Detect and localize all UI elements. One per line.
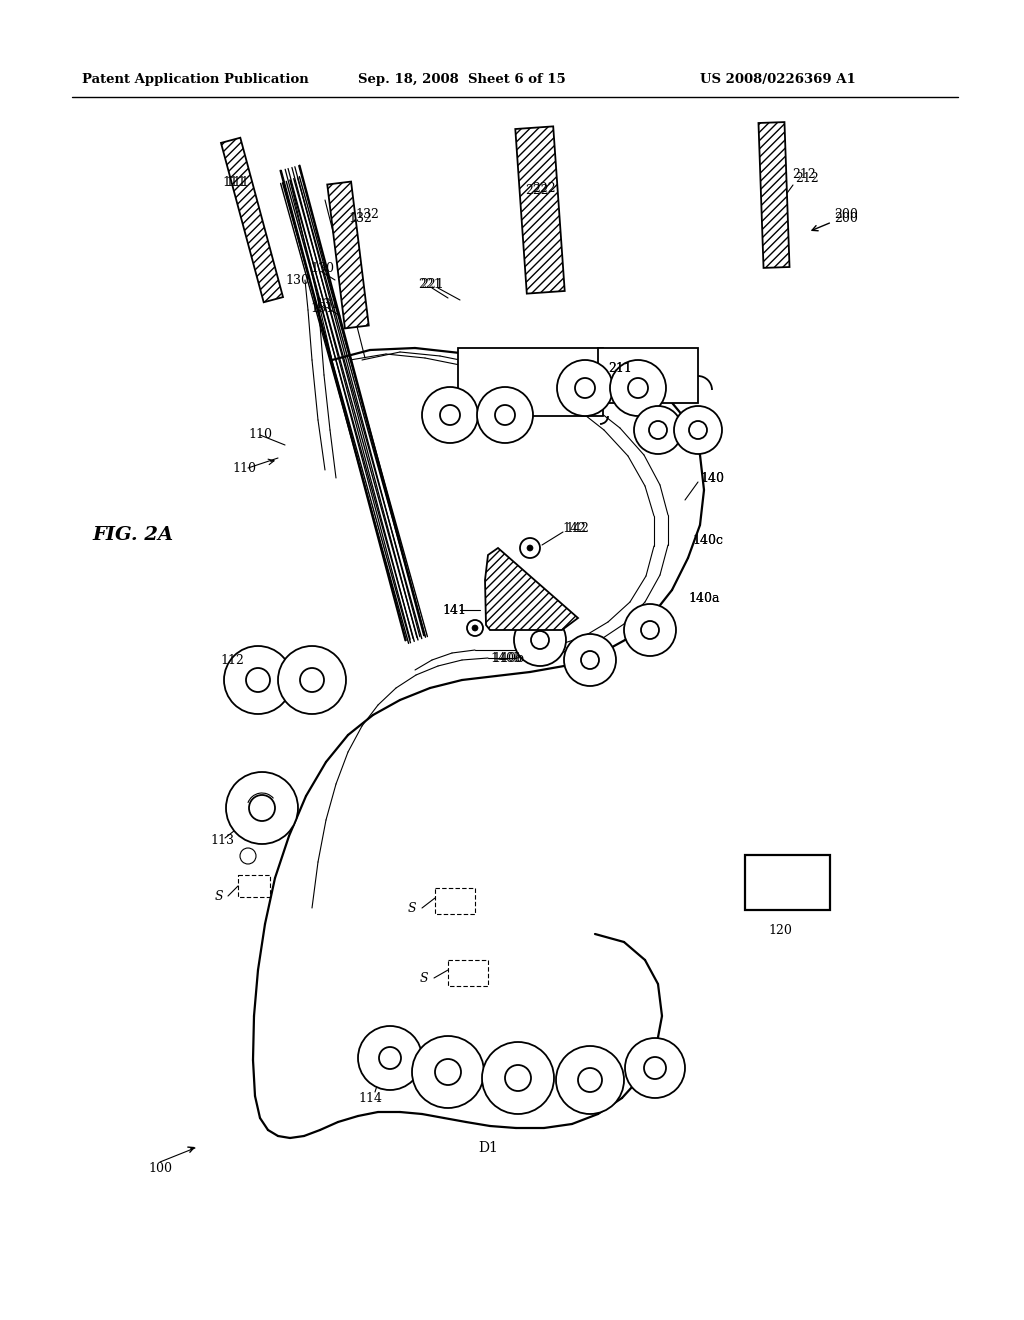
Circle shape xyxy=(689,421,707,440)
Text: 110: 110 xyxy=(248,429,272,441)
Circle shape xyxy=(495,405,515,425)
Text: 140c: 140c xyxy=(692,533,723,546)
Text: Patent Application Publication: Patent Application Publication xyxy=(82,73,309,86)
Circle shape xyxy=(644,1057,666,1078)
Text: 111: 111 xyxy=(222,177,246,190)
Text: 212: 212 xyxy=(795,172,819,185)
Text: US 2008/0226369 A1: US 2008/0226369 A1 xyxy=(700,73,856,86)
Circle shape xyxy=(628,378,648,399)
Text: 211: 211 xyxy=(608,362,632,375)
Circle shape xyxy=(472,624,478,631)
Text: 110: 110 xyxy=(232,462,256,474)
Bar xyxy=(238,875,270,898)
Circle shape xyxy=(531,631,549,649)
Text: 211: 211 xyxy=(608,362,632,375)
Circle shape xyxy=(482,1041,554,1114)
Bar xyxy=(221,137,283,302)
Circle shape xyxy=(379,1047,401,1069)
Circle shape xyxy=(649,421,667,440)
Text: 141: 141 xyxy=(442,603,466,616)
Circle shape xyxy=(467,620,483,636)
Circle shape xyxy=(226,772,298,843)
Text: 140c: 140c xyxy=(692,533,723,546)
Text: 222: 222 xyxy=(532,181,556,194)
Bar xyxy=(515,127,564,293)
Circle shape xyxy=(224,645,292,714)
Text: 221: 221 xyxy=(418,279,441,292)
Text: 130: 130 xyxy=(310,261,334,275)
Circle shape xyxy=(564,634,616,686)
Circle shape xyxy=(300,668,324,692)
Text: S: S xyxy=(215,890,223,903)
Text: 131: 131 xyxy=(310,301,334,314)
Text: 141: 141 xyxy=(442,603,466,616)
Bar xyxy=(745,855,830,909)
Circle shape xyxy=(527,545,534,550)
Text: 100: 100 xyxy=(148,1162,172,1175)
Text: 140b: 140b xyxy=(492,652,524,664)
Circle shape xyxy=(440,405,460,425)
Circle shape xyxy=(674,407,722,454)
Bar xyxy=(458,348,603,416)
Text: 140: 140 xyxy=(700,471,724,484)
Circle shape xyxy=(557,360,613,416)
Circle shape xyxy=(240,847,256,865)
Text: 221: 221 xyxy=(420,279,443,292)
Text: 140b: 140b xyxy=(490,652,522,664)
Text: FIG. 2A: FIG. 2A xyxy=(92,525,173,544)
Text: Sep. 18, 2008  Sheet 6 of 15: Sep. 18, 2008 Sheet 6 of 15 xyxy=(358,73,565,86)
Circle shape xyxy=(625,1038,685,1098)
Circle shape xyxy=(477,387,534,444)
Circle shape xyxy=(610,360,666,416)
Bar xyxy=(759,121,790,268)
Circle shape xyxy=(556,1045,624,1114)
Text: 112: 112 xyxy=(220,653,244,667)
Bar xyxy=(328,182,369,329)
Circle shape xyxy=(575,378,595,399)
Circle shape xyxy=(422,387,478,444)
Circle shape xyxy=(505,1065,531,1092)
Text: 200: 200 xyxy=(834,211,858,224)
Text: 132: 132 xyxy=(348,211,372,224)
Circle shape xyxy=(634,407,682,454)
Text: S: S xyxy=(408,902,417,915)
Circle shape xyxy=(641,620,659,639)
Circle shape xyxy=(412,1036,484,1107)
Text: 212: 212 xyxy=(792,169,816,181)
Text: 140a: 140a xyxy=(688,591,720,605)
Bar xyxy=(435,888,475,913)
Circle shape xyxy=(278,645,346,714)
Text: 111: 111 xyxy=(225,176,249,189)
Text: 140a: 140a xyxy=(688,591,720,605)
Text: 120: 120 xyxy=(768,924,792,936)
Text: 113: 113 xyxy=(210,833,234,846)
Text: 222: 222 xyxy=(525,183,549,197)
Text: 132: 132 xyxy=(355,209,379,222)
Circle shape xyxy=(514,614,566,667)
Circle shape xyxy=(624,605,676,656)
Text: D1: D1 xyxy=(478,1140,498,1155)
Text: 142: 142 xyxy=(562,521,586,535)
Text: 130: 130 xyxy=(285,273,309,286)
Text: 140: 140 xyxy=(700,471,724,484)
Circle shape xyxy=(435,1059,461,1085)
Circle shape xyxy=(581,651,599,669)
Circle shape xyxy=(249,795,275,821)
Circle shape xyxy=(246,668,270,692)
Circle shape xyxy=(520,539,540,558)
Polygon shape xyxy=(485,548,578,630)
Text: 200: 200 xyxy=(834,209,858,222)
Bar xyxy=(598,348,698,403)
Circle shape xyxy=(358,1026,422,1090)
Text: 131: 131 xyxy=(315,298,339,312)
Text: 114: 114 xyxy=(358,1092,382,1105)
Text: 142: 142 xyxy=(565,521,589,535)
Bar xyxy=(449,960,488,986)
Text: S: S xyxy=(420,972,429,985)
Circle shape xyxy=(578,1068,602,1092)
